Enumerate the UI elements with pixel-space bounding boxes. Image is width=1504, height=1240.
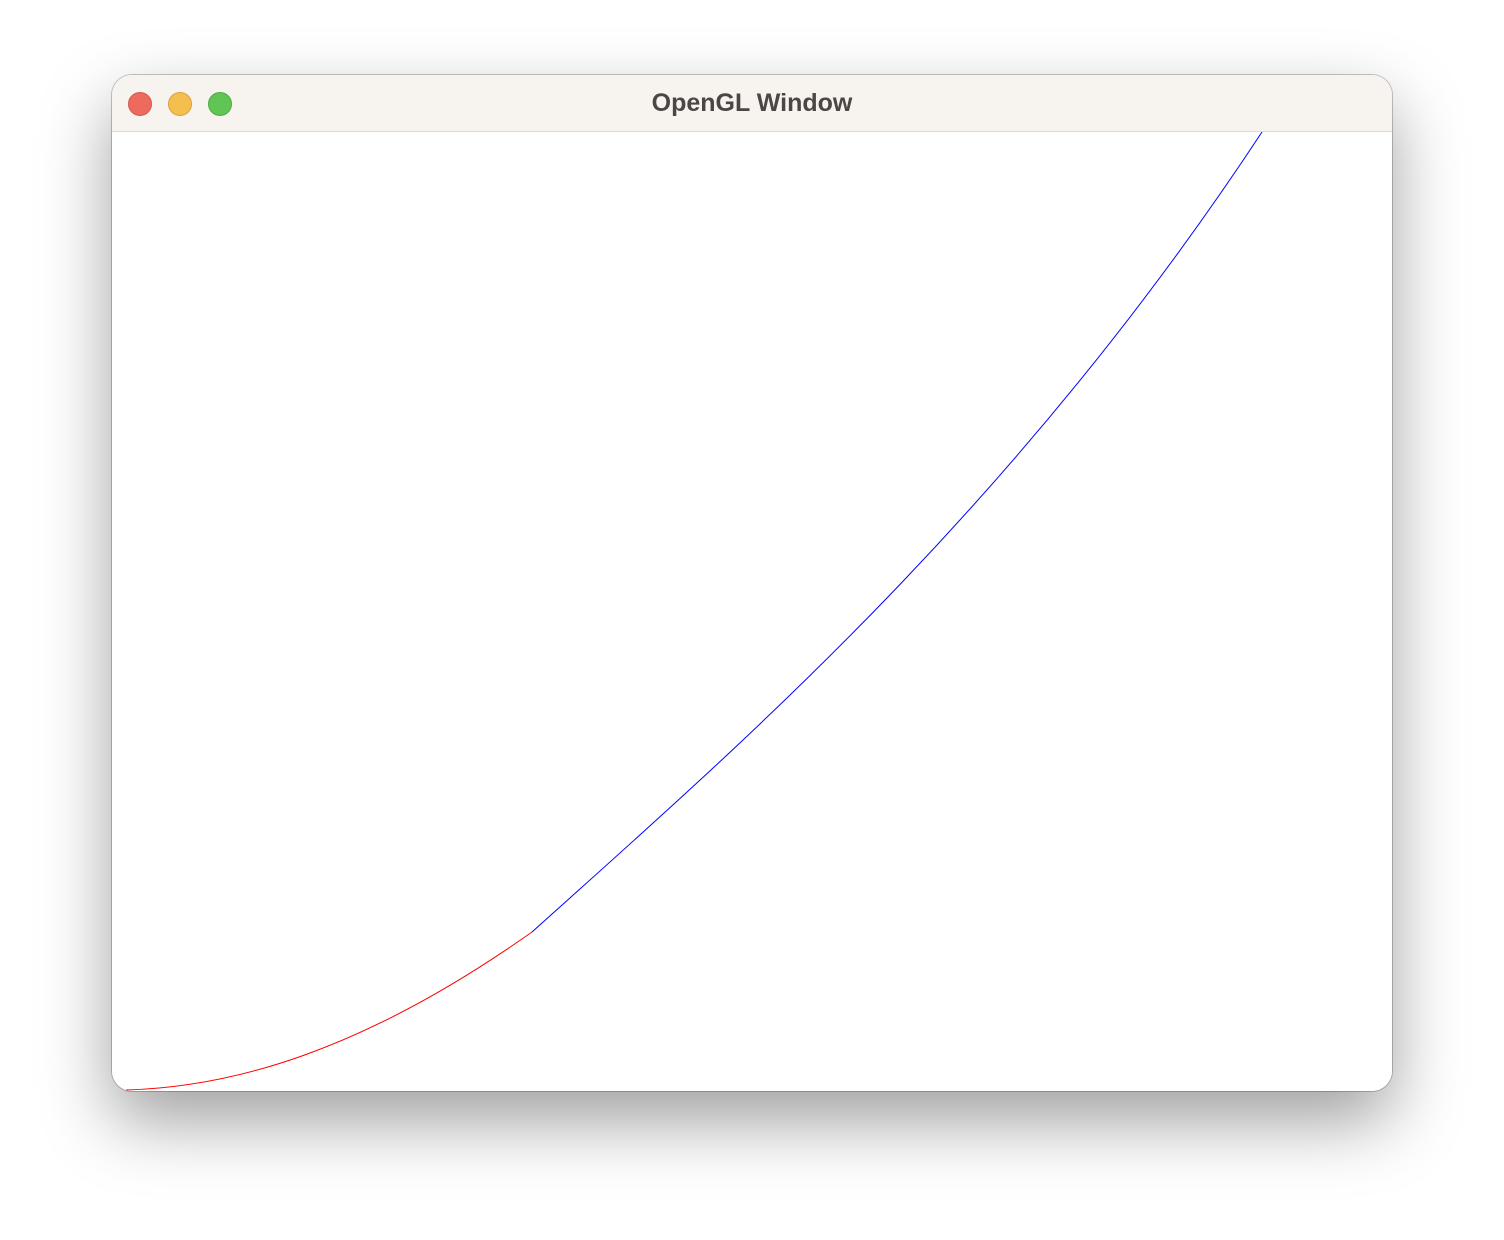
minimize-button[interactable] xyxy=(168,92,192,116)
close-button[interactable] xyxy=(128,92,152,116)
blue-curve xyxy=(531,132,1263,933)
curve-drawing xyxy=(125,132,1263,1091)
opengl-canvas[interactable] xyxy=(112,132,1392,1091)
zoom-button[interactable] xyxy=(208,92,232,116)
opengl-window: OpenGL Window xyxy=(112,75,1392,1091)
title-bar[interactable]: OpenGL Window xyxy=(112,75,1392,132)
red-curve xyxy=(125,931,533,1091)
window-title: OpenGL Window xyxy=(651,89,853,117)
